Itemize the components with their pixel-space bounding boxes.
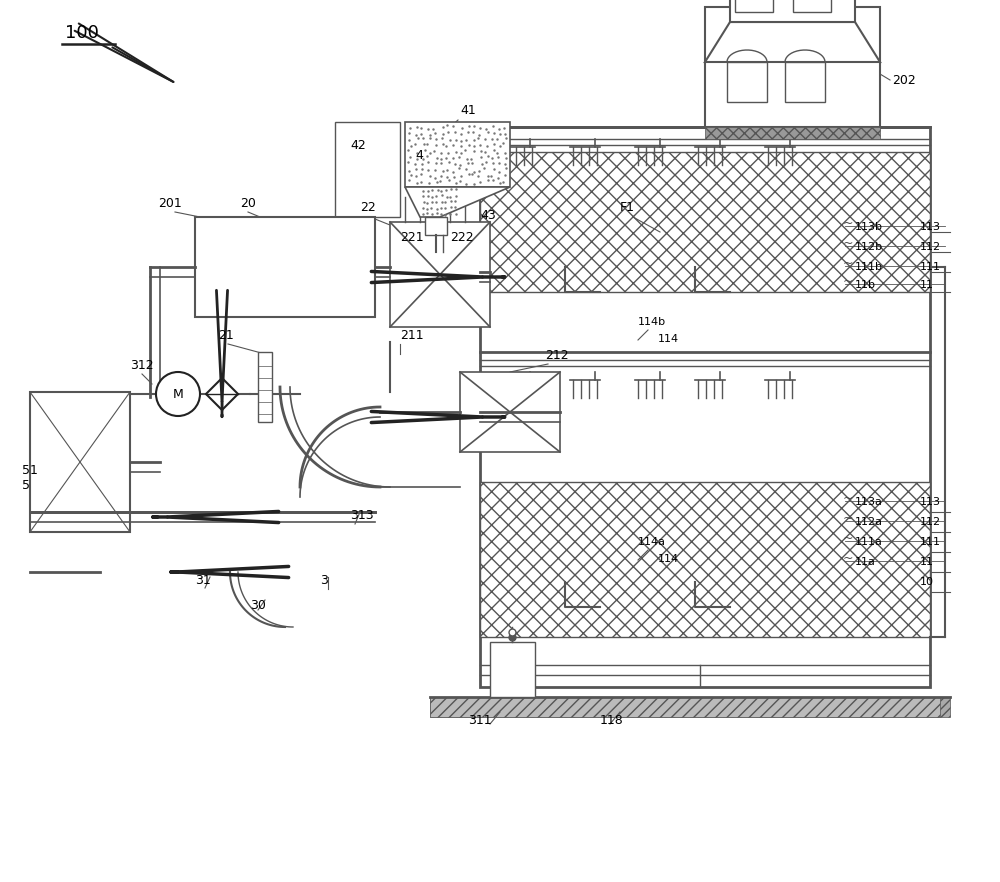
Bar [405,122,510,187]
Polygon shape [405,187,510,217]
Text: 3: 3 [320,574,328,587]
Text: 114: 114 [658,334,679,344]
Text: 10: 10 [920,577,934,587]
Bar [490,642,535,697]
Text: 22: 22 [360,201,376,214]
Text: ~: ~ [843,217,854,230]
Text: 113b: 113b [855,222,883,232]
Bar [705,127,880,139]
Bar [390,222,490,327]
Text: 212: 212 [545,349,569,362]
Text: 20: 20 [240,197,256,210]
Text: 41: 41 [460,104,476,117]
Text: 211: 211 [400,329,424,342]
Text: 222: 222 [450,231,474,244]
Text: 202: 202 [892,74,916,87]
Text: 221: 221 [400,231,424,244]
Text: 111a: 111a [855,537,883,547]
Bar [480,482,930,637]
Text: ~: ~ [843,492,854,505]
Bar [730,0,855,22]
Text: ~: ~ [843,512,854,525]
Bar [460,372,560,452]
Text: 313: 313 [350,509,374,522]
Bar [705,7,880,127]
Text: 113a: 113a [855,497,883,507]
Text: 11: 11 [920,557,934,567]
Text: 5: 5 [22,479,30,492]
Bar [480,152,930,292]
Text: 4: 4 [415,149,423,162]
Bar [430,697,940,717]
Text: ~: ~ [843,257,854,270]
Text: ~: ~ [843,275,854,288]
Text: 311: 311 [468,714,492,727]
Text: ~: ~ [843,552,854,565]
Polygon shape [705,22,880,62]
Bar [30,392,130,532]
Text: 30: 30 [250,599,266,612]
Text: ~: ~ [843,532,854,545]
Text: 11b: 11b [855,280,876,290]
Text: 112: 112 [920,517,941,527]
Text: 51: 51 [22,464,38,477]
Text: 43: 43 [480,209,496,222]
Bar [335,122,400,217]
Bar [480,127,930,687]
Text: 11: 11 [920,280,934,290]
Text: 112a: 112a [855,517,883,527]
Text: M: M [173,387,183,400]
Text: 111b: 111b [855,262,883,272]
Bar [735,0,773,12]
Text: 113: 113 [920,497,941,507]
Bar [195,217,375,317]
Text: 113: 113 [920,222,941,232]
Text: 111: 111 [920,262,941,272]
Text: 21: 21 [218,329,234,342]
Text: 112: 112 [920,242,941,252]
Text: F1: F1 [620,201,635,214]
Text: 118: 118 [600,714,624,727]
Text: 111: 111 [920,537,941,547]
Text: 201: 201 [158,197,182,210]
Text: ~: ~ [843,237,854,250]
Bar [793,0,831,12]
Bar [425,217,447,235]
Text: 114a: 114a [638,537,666,547]
Bar [430,697,950,717]
Bar [785,62,825,102]
Text: 112b: 112b [855,242,883,252]
Text: 312: 312 [130,359,154,372]
Text: 114b: 114b [638,317,666,327]
Text: 100: 100 [65,24,99,42]
Text: 11a: 11a [855,557,876,567]
Circle shape [156,372,200,416]
Text: 31: 31 [195,574,211,587]
Text: 114: 114 [658,554,679,564]
Text: 42: 42 [350,139,366,152]
Bar [258,352,272,422]
Bar [727,62,767,102]
